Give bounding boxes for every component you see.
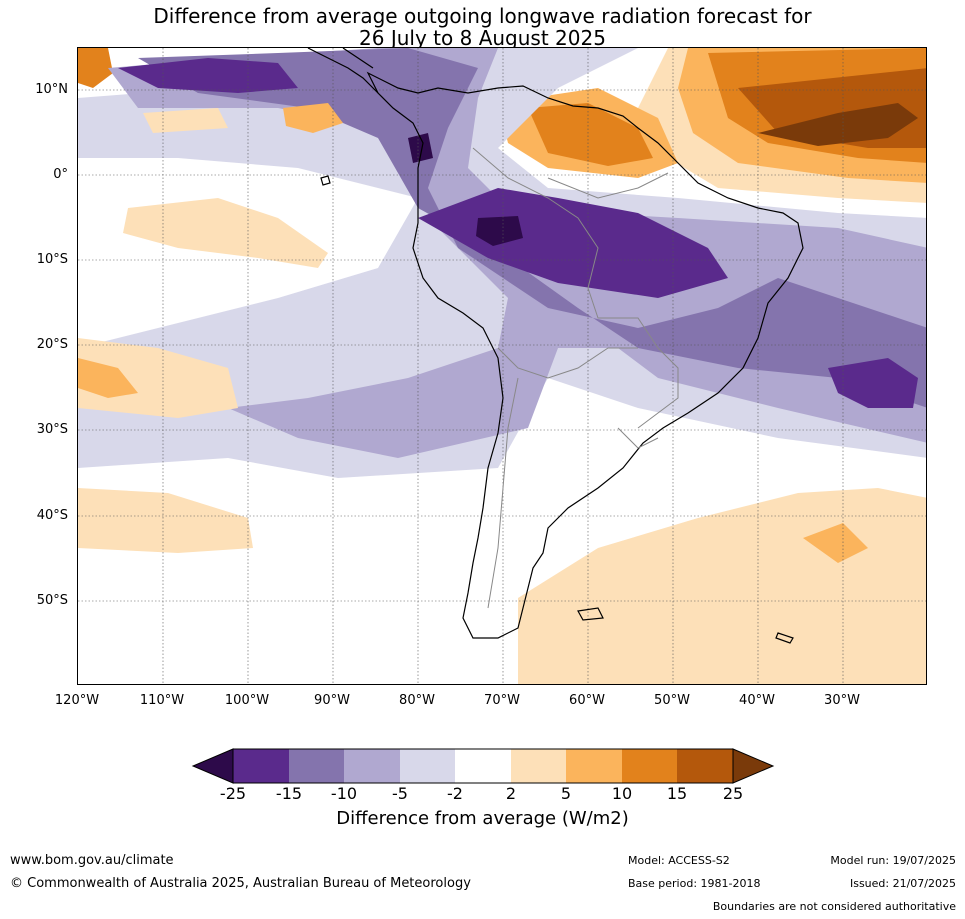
anomaly-zone-amazon-negative [138, 48, 926, 408]
colorbar-tick-p5: 5 [560, 784, 572, 803]
anomaly-zone-south-atlantic-moderate [803, 523, 868, 563]
anomaly-zone-atlantic-extreme [758, 103, 918, 146]
footer-url[interactable]: www.bom.gov.au/climate [10, 853, 174, 868]
south-america-coastline [366, 71, 804, 639]
colorbar-swatch-p5 [566, 749, 622, 783]
border-line-b [497, 347, 638, 379]
lon-label-100w: 100°W [224, 693, 270, 708]
colorbar-arrow-low [191, 748, 234, 784]
footer-boundaries: Boundaries are not considered authoritat… [712, 900, 956, 913]
lon-label-110w: 110°W [139, 693, 185, 708]
map-title-line2: 26 July to 8 August 2025 [359, 26, 606, 50]
border-line-a [472, 147, 679, 429]
colorbar-tick-n5: -5 [392, 784, 408, 803]
central-america-coastline [307, 48, 379, 94]
anomaly-zone-guiana-strong [528, 103, 653, 166]
anomaly-zone-amazon-strong-negative [418, 188, 728, 298]
lat-label-50s: 50°S [36, 593, 68, 608]
anomaly-zone-south-pacific-positive [78, 488, 253, 553]
lon-label-60w: 60°W [569, 693, 605, 708]
colorbar-swatch-p2 [511, 749, 566, 783]
coastlines [307, 48, 804, 644]
lat-label-40s: 40°S [36, 508, 68, 523]
lat-label-10n: 10°N [35, 82, 68, 97]
forecast-map [77, 47, 927, 685]
lon-label-70w: 70°W [484, 693, 520, 708]
anomaly-zone-northwest-positive [78, 48, 113, 88]
graticule [78, 48, 926, 684]
footer-copyright: © Commonwealth of Australia 2025, Austra… [10, 876, 471, 891]
map-title-line1: Difference from average outgoing longwav… [153, 4, 812, 28]
colorbar-tick-n10: -10 [330, 784, 358, 803]
border-line-d [547, 172, 669, 199]
colorbar-tick-p2: 2 [505, 784, 517, 803]
colorbar-swatch-n25 [233, 749, 289, 783]
anomaly-zone-colombia-extreme-negative [408, 133, 433, 163]
anomaly-zone-eastpacific-positive [123, 198, 328, 268]
colorbar-swatch-n5 [400, 749, 455, 783]
anomaly-zone-south-atlantic-positive [518, 488, 926, 684]
lon-label-40w: 40°W [739, 693, 775, 708]
lon-label-30w: 30°W [824, 693, 860, 708]
lon-label-120w: 120°W [54, 693, 100, 708]
footer-issued: Issued: 21/07/2025 [849, 877, 956, 890]
colorbar-tick-p25: 25 [722, 784, 744, 803]
footer-model: Model: ACCESS-S2 [628, 854, 730, 867]
colorbar-swatch-p15 [677, 749, 733, 783]
colorbar-swatch-n15 [289, 749, 344, 783]
anomaly-zone-southatlantic-strong-negative [828, 358, 918, 408]
border-line-c [487, 377, 519, 609]
colorbar-tick-n2: -2 [447, 784, 463, 803]
falkland-islands [577, 607, 604, 621]
anomaly-zone-southeast-pacific-moderate [78, 358, 138, 398]
colorbar-swatch-n10 [344, 749, 400, 783]
colorbar-outline [232, 748, 734, 784]
galapagos-islands [320, 175, 331, 186]
anomaly-zone-southeast-pacific-positive [78, 338, 238, 418]
colorbar-swatch-p10 [622, 749, 677, 783]
border-line-e [617, 427, 659, 449]
lat-label-0: 0° [53, 167, 68, 182]
anomaly-zone-pacific-small-positive [143, 108, 228, 133]
anomaly-zone-amazon-extreme-negative [476, 216, 523, 246]
lon-label-80w: 80°W [399, 693, 435, 708]
lat-label-20s: 20°S [36, 337, 68, 352]
footer-base-period: Base period: 1981-2018 [628, 877, 761, 890]
anomaly-map-svg [78, 48, 926, 684]
footer-model-run: Model run: 19/07/2025 [830, 854, 956, 867]
colorbar-label: Difference from average (W/m2) [336, 808, 629, 829]
country-borders [472, 147, 679, 609]
south-georgia [775, 632, 794, 644]
colorbar-tick-n15: -15 [275, 784, 303, 803]
colorbar-tick-p15: 15 [666, 784, 688, 803]
lon-label-90w: 90°W [314, 693, 350, 708]
lat-label-30s: 30°S [36, 422, 68, 437]
anomaly-zone-panama-positive [283, 103, 343, 133]
colorbar-arrow-high [732, 748, 775, 784]
colorbar-tick-p10: 10 [611, 784, 633, 803]
colorbar-tick-n25: -25 [219, 784, 247, 803]
lat-label-10s: 10°S [36, 252, 68, 267]
lon-label-50w: 50°W [654, 693, 690, 708]
colorbar-swatch-n2 [455, 749, 511, 783]
